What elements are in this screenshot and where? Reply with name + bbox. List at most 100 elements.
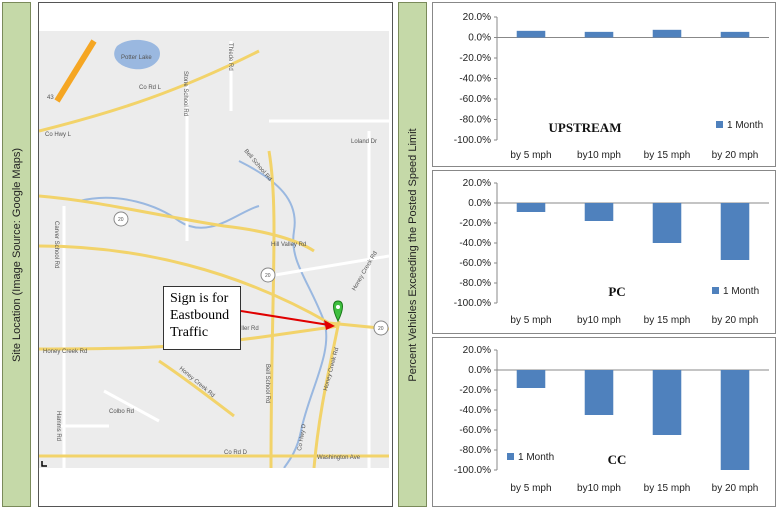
- y-tick-label: -40.0%: [459, 405, 491, 416]
- chart-pc: 20.0% 0.0% -20.0% -40.0% -60.0% -80.0% -100.0%…: [432, 170, 776, 334]
- label-thiede-rd: Thiede Rd: [227, 43, 233, 71]
- chart-cc: 20.0% 0.0% -20.0% -40.0% -60.0% -80.0% -100.0%…: [432, 337, 776, 507]
- y-tick-label: 20.0%: [463, 345, 491, 356]
- y-tick-label: -80.0%: [459, 445, 491, 456]
- label-co-rd-l: Co Rd L: [139, 85, 162, 91]
- interstate-road: [54, 39, 97, 103]
- label-co-hwy-d: Co Hwy D: [297, 423, 308, 451]
- label-hill-valley-rd: Hill Valley Rd: [271, 242, 306, 248]
- bar: [584, 203, 614, 221]
- right-sidebar-label: Percent Vehicles Exceeding the Posted Sp…: [406, 127, 419, 382]
- y-tick-label: 20.0%: [463, 178, 491, 189]
- potter-lake-shape: [114, 39, 160, 70]
- chart-title: CC: [608, 452, 627, 467]
- label-stone-school-rd: Stone School Rd: [182, 71, 188, 116]
- label-route20-c: 20: [378, 326, 384, 332]
- legend-label: 1 Month: [723, 286, 759, 297]
- label-miller-rd: Miller Rd: [235, 326, 259, 332]
- x-category-label: by10 mph: [577, 483, 621, 494]
- y-tick-label: -20.0%: [459, 385, 491, 396]
- route-20-shield-c: [373, 320, 389, 336]
- bar: [652, 203, 682, 243]
- legend-swatch: [716, 121, 723, 128]
- x-category-label: by 15 mph: [644, 315, 691, 326]
- x-category-label: by10 mph: [577, 150, 621, 161]
- bar: [652, 370, 682, 435]
- bar: [652, 29, 682, 38]
- label-co-rd-d: Co Rd D: [224, 450, 248, 456]
- x-category-label: by 20 mph: [712, 483, 759, 494]
- y-tick-label: -60.0%: [459, 94, 491, 105]
- chart-title: PC: [608, 284, 625, 299]
- creek: [78, 196, 260, 229]
- legend-swatch: [712, 287, 719, 294]
- bar: [584, 31, 614, 38]
- label-hamms-rd: Hamms Rd: [55, 411, 61, 441]
- x-category-label: by 5 mph: [510, 150, 551, 161]
- label-co-hwy-l: Co Hwy L: [45, 132, 72, 138]
- x-category-label: by 5 mph: [510, 483, 551, 494]
- y-tick-label: -100.0%: [454, 298, 491, 309]
- map-corner-mark: [41, 461, 47, 467]
- label-honey-creek-rd-w: Honey Creek Rd: [43, 349, 87, 355]
- site-map: Potter Lake Thiede Rd Co Rd L Co Hwy L 4…: [39, 31, 389, 468]
- x-category-label: by10 mph: [577, 315, 621, 326]
- chart-cc-svg: 20.0% 0.0% -20.0% -40.0% -60.0% -80.0% -100.0%…: [454, 345, 769, 494]
- major-roads: [39, 49, 389, 468]
- legend-label: 1 Month: [727, 120, 763, 131]
- x-category-label: by 15 mph: [644, 150, 691, 161]
- y-tick-label: -100.0%: [454, 135, 491, 146]
- y-tick-label: 20.0%: [463, 12, 491, 23]
- legend-swatch: [507, 453, 514, 460]
- bar: [516, 30, 546, 38]
- route-20-shield-b: [260, 267, 276, 283]
- callout-arrow: [240, 310, 330, 326]
- location-pin-icon[interactable]: [333, 300, 343, 323]
- y-tick-label: 0.0%: [468, 198, 491, 209]
- river: [238, 160, 328, 468]
- label-route20-b: 20: [265, 273, 271, 279]
- callout-line-1: Sign is for: [170, 291, 229, 306]
- bar: [720, 370, 750, 470]
- left-sidebar: Site Location (Image Source: Google Maps…: [2, 2, 31, 507]
- callout-line-3: Traffic: [170, 325, 209, 340]
- bar: [516, 370, 546, 388]
- callout-arrowhead: [324, 320, 335, 330]
- legend-label: 1 Month: [518, 452, 554, 463]
- label-i43: 43: [47, 95, 54, 101]
- bar: [720, 31, 750, 38]
- y-tick-label: 0.0%: [468, 33, 491, 44]
- route-20-shield-a: [113, 211, 129, 227]
- label-washington-ave: Washington Ave: [317, 455, 361, 461]
- bar: [516, 203, 546, 212]
- label-potter-lake: Potter Lake: [121, 55, 152, 61]
- chart-title: UPSTREAM: [549, 120, 622, 135]
- label-colbo-rd: Colbo Rd: [109, 409, 134, 415]
- label-carver-school-rd: Carver School Rd: [53, 221, 59, 268]
- y-tick-label: -40.0%: [459, 238, 491, 249]
- x-category-label: by 5 mph: [510, 315, 551, 326]
- right-sidebar: Percent Vehicles Exceeding the Posted Sp…: [398, 2, 427, 507]
- y-tick-label: 0.0%: [468, 365, 491, 376]
- sign-callout: Sign is for Eastbound Traffic: [163, 286, 241, 350]
- y-tick-label: -80.0%: [459, 278, 491, 289]
- y-tick-label: -100.0%: [454, 465, 491, 476]
- y-tick-label: -20.0%: [459, 53, 491, 64]
- chart-upstream: 20.0% 0.0% -20.0% -40.0% -60.0% -80.0% -100.0%…: [432, 2, 776, 167]
- y-tick-label: -20.0%: [459, 218, 491, 229]
- y-tick-label: -60.0%: [459, 258, 491, 269]
- chart-pc-svg: 20.0% 0.0% -20.0% -40.0% -60.0% -80.0% -100.0%…: [454, 178, 769, 326]
- x-category-label: by 15 mph: [644, 483, 691, 494]
- y-tick-label: -60.0%: [459, 425, 491, 436]
- label-route20-a: 20: [118, 217, 124, 223]
- left-sidebar-label: Site Location (Image Source: Google Maps…: [10, 147, 23, 362]
- pin-center: [336, 305, 340, 309]
- x-category-label: by 20 mph: [712, 150, 759, 161]
- minor-roads: [61, 41, 389, 468]
- callout-line-2: Eastbound: [170, 308, 230, 323]
- bar: [584, 370, 614, 415]
- y-tick-label: -80.0%: [459, 115, 491, 126]
- label-bell-school-rd-s: Bell School Rd: [264, 364, 270, 403]
- bar: [720, 203, 750, 260]
- label-loland-dr: Loland Dr: [351, 139, 377, 145]
